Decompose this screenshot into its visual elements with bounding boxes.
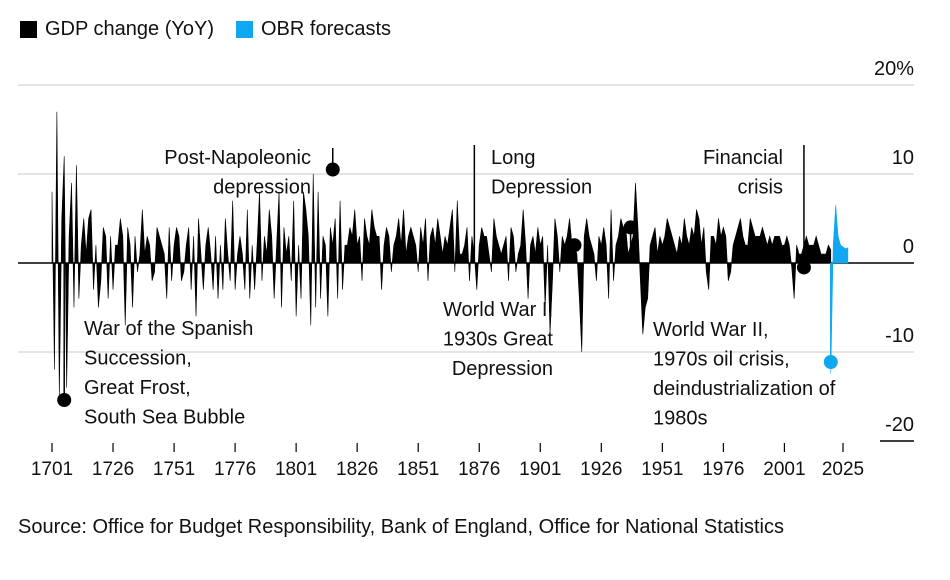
ww2-marker-dot — [623, 220, 638, 235]
x-tick-label: 1901 — [519, 459, 561, 480]
obr-forecast-area — [830, 205, 849, 374]
y-axis-labels: 20% 10 0 -10 -20 — [874, 58, 914, 436]
annotation-financial-crisis: Financial — [703, 147, 783, 169]
gdp-chart: 20% 10 0 -10 -20 1701 1726 1751 1776 1801 1826 185… — [18, 58, 914, 480]
x-tick-label: 2025 — [822, 459, 864, 480]
chart-legend: GDP change (YoY) OBR forecasts — [20, 18, 413, 41]
legend-item-gdp: GDP change (YoY) — [20, 18, 214, 41]
gdp-area — [51, 111, 832, 397]
annotation-long-depression: Long — [491, 147, 536, 169]
x-tick-label: 1826 — [336, 459, 378, 480]
series-areas — [51, 111, 849, 397]
annotation-ww1: World War I, — [443, 299, 553, 321]
x-tick-label: 2001 — [763, 459, 805, 480]
annotation-ww2: World War II, — [653, 319, 769, 341]
annotation-financial-crisis: crisis — [737, 177, 783, 199]
annotation-labels: Post-Napoleonic depression Long Depression F… — [84, 147, 836, 430]
legend-label-obr: OBR forecasts — [261, 18, 392, 40]
annotation-ww2: 1980s — [653, 408, 708, 430]
x-tick-label: 1876 — [458, 459, 500, 480]
y-tick-label: -20 — [885, 414, 914, 436]
legend-label-gdp: GDP change (YoY) — [45, 18, 214, 40]
annotation-markers — [57, 145, 838, 407]
x-tick-label: 1926 — [580, 459, 622, 480]
x-tick-label: 1951 — [641, 459, 683, 480]
annotation-spanish-succession: South Sea Bubble — [84, 407, 245, 429]
annotation-ww1: Depression — [452, 358, 553, 380]
annotation-spanish-succession: War of the Spanish — [84, 318, 253, 340]
post-napoleonic-marker-dot — [325, 162, 340, 177]
annotation-post-napoleonic: Post-Napoleonic — [164, 147, 311, 169]
annotation-ww1: 1930s Great — [443, 329, 554, 351]
annotation-spanish-succession: Succession, — [84, 348, 192, 370]
x-tick-label: 1776 — [214, 459, 256, 480]
annotation-ww2: 1970s oil crisis, — [653, 349, 790, 371]
annotation-post-napoleonic: depression — [213, 177, 311, 199]
x-tick-label: 1801 — [275, 459, 317, 480]
y-tick-label: 20% — [874, 58, 914, 80]
financial-crisis-marker-dot — [796, 260, 811, 275]
obr-trough-dot — [823, 355, 838, 369]
annotation-long-depression: Depression — [491, 177, 592, 199]
source-note: Source: Office for Budget Responsibility… — [18, 516, 784, 538]
spanish-succession-marker-dot — [57, 393, 72, 407]
x-tick-label: 1976 — [702, 459, 744, 480]
annotation-ww2: deindustrialization of — [653, 378, 836, 400]
legend-item-obr: OBR forecasts — [236, 18, 391, 41]
legend-swatch-obr — [236, 21, 253, 38]
legend-swatch-gdp — [20, 21, 37, 38]
y-tick-label: -10 — [885, 325, 914, 347]
y-tick-label: 0 — [903, 236, 914, 258]
x-tick-label: 1726 — [92, 459, 134, 480]
x-tick-label: 1751 — [153, 459, 195, 480]
x-tick-label: 1851 — [397, 459, 439, 480]
y-tick-label: 10 — [892, 147, 914, 169]
ww1-marker-dot — [567, 238, 582, 253]
x-tick-label: 1701 — [31, 459, 73, 480]
annotation-spanish-succession: Great Frost, — [84, 377, 191, 399]
x-axis: 1701 1726 1751 1776 1801 1826 1851 1876 1901 1926… — [31, 443, 864, 480]
